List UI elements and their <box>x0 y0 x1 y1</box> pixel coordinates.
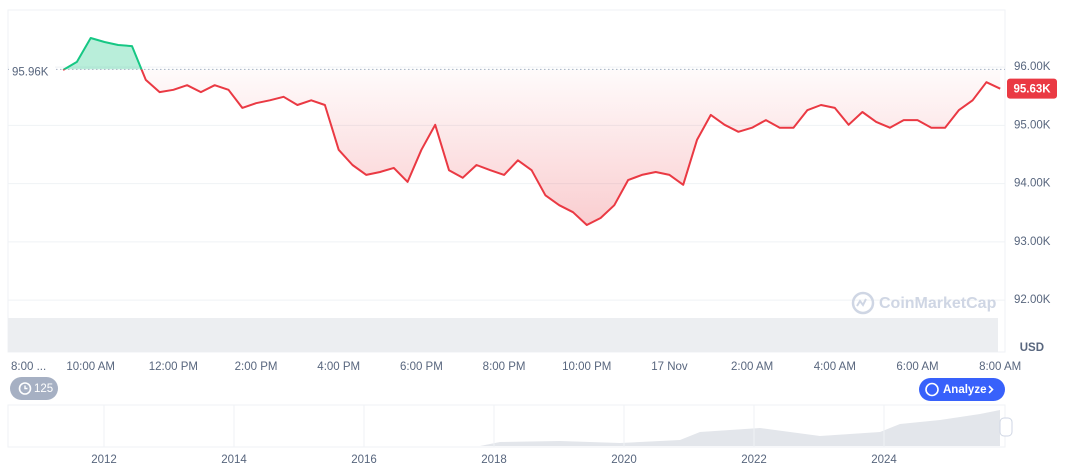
year-label: 2018 <box>481 454 507 466</box>
baseline-label: 95.96K <box>12 66 49 78</box>
watermark: CoinMarketCap <box>851 291 997 315</box>
analyze-label: Analyze <box>943 384 986 396</box>
y-tick-label: 92.00K <box>1014 294 1051 306</box>
volume-band <box>8 318 998 352</box>
plot <box>8 37 1005 301</box>
navigator-handle[interactable] <box>999 417 1013 437</box>
y-tick-label: 93.00K <box>1014 236 1051 248</box>
x-tick-label: 4:00 AM <box>814 361 856 373</box>
x-tick-label: 2:00 AM <box>731 361 773 373</box>
area-down <box>63 69 1001 225</box>
navigator-years: 2012 2014 2016 2018 2020 2022 2024 <box>91 405 897 466</box>
year-label: 2022 <box>741 454 767 466</box>
year-label: 2016 <box>351 454 377 466</box>
x-tick-label: 4:00 PM <box>317 361 360 373</box>
x-tick-label: 12:00 PM <box>149 361 198 373</box>
plot-frame <box>7 9 1006 353</box>
x-tick-label: 8:00 AM <box>979 361 1021 373</box>
baseline-label-bg <box>9 61 55 78</box>
year-label: 2012 <box>91 454 117 466</box>
x-tick-label: 10:00 PM <box>562 361 611 373</box>
x-tick-label: 2:00 PM <box>235 361 278 373</box>
year-label: 2014 <box>221 454 247 466</box>
year-label: 2020 <box>611 454 637 466</box>
watermark-text: CoinMarketCap <box>879 295 997 312</box>
y-tick-label: 94.00K <box>1014 178 1051 190</box>
x-tick-label: 6:00 AM <box>896 361 938 373</box>
currency-label: USD <box>1020 342 1044 354</box>
y-tick-label: 96.00K <box>1014 61 1051 73</box>
analyze-button[interactable]: Analyze <box>919 378 1005 401</box>
last-price-label: 95.63K <box>1013 84 1051 96</box>
history-badge[interactable]: 125 <box>10 377 58 400</box>
x-tick-label: 8:00 ... <box>11 361 46 373</box>
x-tick-label: 10:00 AM <box>66 361 115 373</box>
y-tick-label: 95.00K <box>1014 119 1051 131</box>
history-count: 125 <box>34 383 53 395</box>
x-tick-label: 6:00 PM <box>400 361 443 373</box>
price-line-down <box>62 69 1001 226</box>
year-label: 2024 <box>871 454 897 466</box>
x-tick-label: 8:00 PM <box>483 361 526 373</box>
x-tick-label: 17 Nov <box>651 361 688 373</box>
navigator-area <box>8 410 1000 446</box>
last-price-badge <box>1007 78 1057 99</box>
